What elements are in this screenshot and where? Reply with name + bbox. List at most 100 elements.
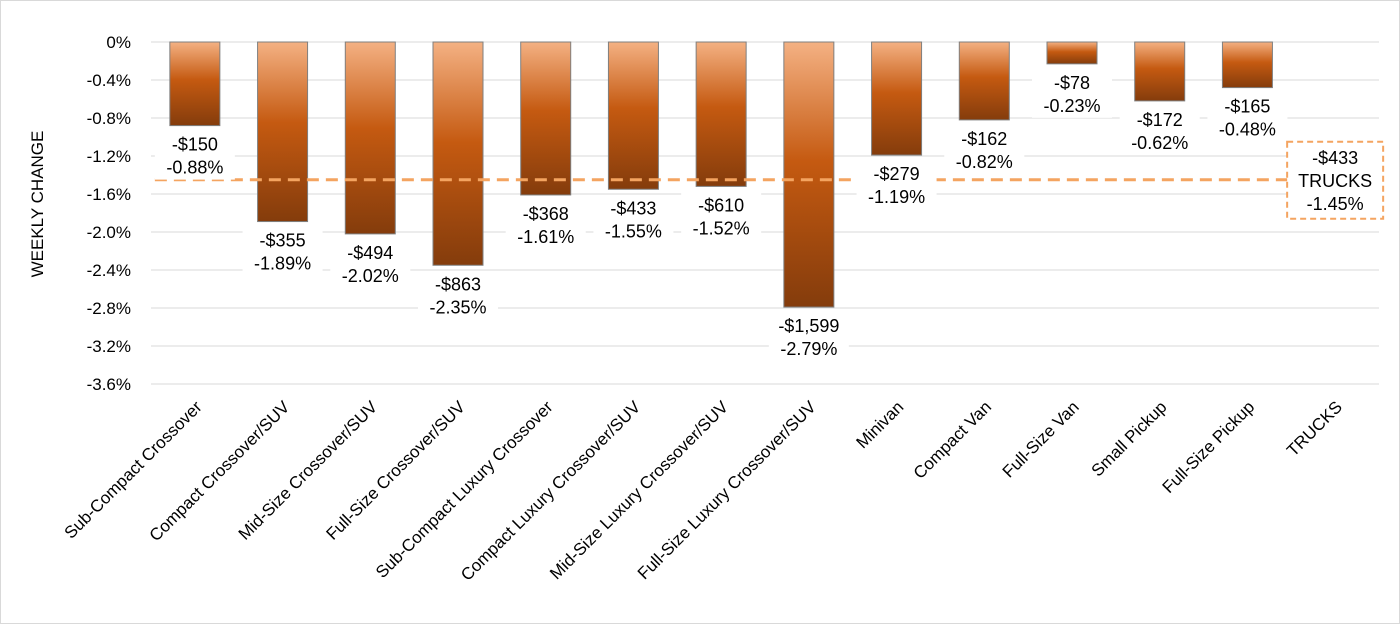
x-tick-label: Full-Size Luxury Crossover/SUV (634, 397, 820, 583)
data-label: -$863 -2.35% (418, 271, 498, 320)
x-tick-label: Small Pickup (1088, 397, 1171, 480)
x-tick-label: Compact Luxury Crossover/SUV (457, 397, 645, 585)
data-label: -$494 -2.02% (330, 239, 411, 288)
y-tick-label: -0.4% (87, 71, 131, 90)
data-labels: -$150 -0.88% -$355 -1.89% -$494 -2.02% -$863 -2… (154, 69, 1385, 362)
reference-label: -$433 TRUCKS -1.45% (1286, 140, 1385, 220)
data-label-percent: -1.52% (693, 218, 750, 238)
data-label-percent: -1.55% (605, 221, 662, 241)
data-label-background (1207, 93, 1288, 142)
bar (520, 41, 572, 196)
data-label-dollar: -$172 (1137, 110, 1183, 130)
x-tick-label: Mid-Size Crossover/SUV (235, 397, 382, 544)
data-label-percent: -0.48% (1219, 120, 1276, 140)
y-tick-label: 0% (106, 33, 131, 52)
data-label-background (1119, 106, 1200, 155)
data-label-percent: -1.89% (254, 254, 311, 274)
data-label-dollar: -$610 (698, 195, 744, 215)
y-tick-label: -2.4% (87, 261, 131, 280)
data-label-background (154, 131, 235, 180)
y-tick-label: -2.0% (87, 223, 131, 242)
data-label: -$172 -0.62% (1119, 106, 1200, 155)
bar (1221, 41, 1273, 89)
data-label-background (768, 313, 849, 362)
bar (1046, 41, 1098, 65)
data-label-dollar: -$368 (523, 204, 569, 224)
x-tick-label: TRUCKS (1283, 397, 1346, 460)
x-tick-label: Full-Size Pickup (1159, 397, 1259, 497)
reference-label-box (1286, 140, 1385, 220)
data-label-percent: -0.62% (1131, 133, 1188, 153)
bar (695, 41, 747, 187)
y-tick-label: -1.6% (87, 185, 131, 204)
bar (1134, 41, 1186, 102)
y-tick-label: -2.8% (87, 299, 131, 318)
y-tick-label: -3.2% (87, 337, 131, 356)
data-label-percent: -0.88% (166, 158, 223, 178)
y-tick-label: -0.8% (87, 109, 131, 128)
data-label: -$1,599 -2.79% (768, 313, 849, 362)
bar (871, 41, 923, 156)
data-label: -$610 -1.52% (681, 192, 762, 241)
bar (257, 41, 309, 223)
y-axis-title: WEEKLY CHANGE (28, 131, 47, 278)
x-tick-label: Full-Size Van (999, 397, 1083, 481)
bar (344, 41, 396, 235)
x-tick-label: Full-Size Crossover/SUV (322, 397, 469, 544)
data-label-background (944, 125, 1025, 174)
data-label-dollar: -$433 (610, 198, 656, 218)
y-tick-label: -1.2% (87, 147, 131, 166)
data-label-percent: -2.35% (429, 297, 486, 317)
data-label-background (681, 192, 762, 241)
data-label-dollar: -$150 (172, 135, 218, 155)
bar (607, 41, 659, 190)
data-label-background (242, 227, 323, 276)
data-label: -$368 -1.61% (505, 200, 586, 249)
data-label-percent: -1.61% (517, 227, 574, 247)
data-label: -$433 -1.55% (593, 195, 674, 244)
gridlines (151, 41, 1379, 385)
data-label-background (418, 271, 498, 320)
data-label: -$150 -0.88% (154, 131, 235, 180)
x-tick-label: Mid-Size Luxury Crossover/SUV (546, 397, 732, 583)
data-label-percent: -1.19% (868, 187, 925, 207)
x-tick-label: Sub-Compact Luxury Crossover (372, 397, 557, 582)
y-axis-ticks: 0% -0.4% -0.8% -1.2% -1.6% -2.0% -2.4% -2.8% -3.… (87, 33, 131, 394)
data-label-dollar: -$165 (1224, 97, 1270, 117)
reference-label-line: TRUCKS (1298, 171, 1372, 191)
data-label-percent: -0.23% (1043, 96, 1100, 116)
data-label-background (856, 161, 937, 210)
data-label-background (505, 200, 586, 249)
data-label-background (593, 195, 674, 244)
data-label-dollar: -$162 (961, 129, 1007, 149)
x-tick-label: Compact Crossover/SUV (146, 397, 294, 545)
bar (432, 41, 484, 266)
data-label-background (1032, 69, 1112, 118)
data-label-dollar: -$1,599 (778, 316, 839, 336)
data-label-percent: -2.79% (780, 339, 837, 359)
data-label: -$162 -0.82% (944, 125, 1025, 174)
data-label-background (330, 239, 411, 288)
data-label-dollar: -$863 (435, 274, 481, 294)
bar (169, 41, 221, 127)
data-label-percent: -2.02% (342, 266, 399, 286)
data-label: -$165 -0.48% (1207, 93, 1288, 142)
reference-label-line: -1.45% (1307, 194, 1364, 214)
data-label-dollar: -$494 (347, 243, 393, 263)
x-tick-label: Compact Van (910, 397, 995, 482)
data-label: -$355 -1.89% (242, 227, 323, 276)
bar (783, 41, 835, 308)
x-tick-label: Minivan (853, 397, 908, 452)
data-label: -$78 -0.23% (1032, 69, 1112, 118)
data-label-percent: -0.82% (956, 152, 1013, 172)
bar (958, 41, 1010, 121)
data-label: -$279 -1.19% (856, 161, 937, 210)
x-tick-label: Sub-Compact Crossover (61, 397, 206, 542)
data-label-dollar: -$279 (874, 164, 920, 184)
reference-label-line: -$433 (1312, 148, 1358, 168)
data-label-dollar: -$355 (260, 231, 306, 251)
y-tick-label: -3.6% (87, 375, 131, 394)
